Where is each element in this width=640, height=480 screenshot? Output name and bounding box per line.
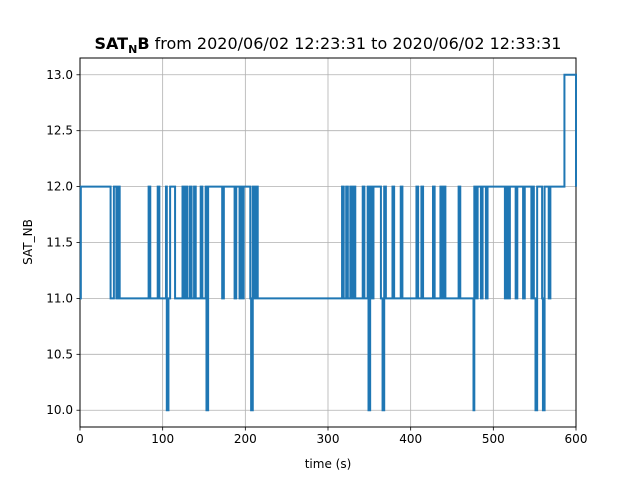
x-axis-label: time (s) <box>305 457 352 471</box>
x-tick-label: 400 <box>399 432 422 446</box>
y-tick-label: 11.0 <box>46 291 73 305</box>
x-tick-label: 200 <box>234 432 257 446</box>
x-tick-label: 600 <box>565 432 588 446</box>
y-tick-label: 10.5 <box>46 347 73 361</box>
x-tick-label: 300 <box>317 432 340 446</box>
y-tick-label: 12.5 <box>46 124 73 138</box>
y-tick-label: 11.5 <box>46 236 73 250</box>
x-tick-label: 100 <box>151 432 174 446</box>
series-line <box>79 73 577 412</box>
x-tick-label: 500 <box>482 432 505 446</box>
x-tick-label: 0 <box>76 432 84 446</box>
y-tick-label: 10.0 <box>46 403 73 417</box>
y-tick-label: 13.0 <box>46 68 73 82</box>
y-axis-label: SAT_NB <box>21 219 35 265</box>
chart-title: SATNB from 2020/06/02 12:23:31 to 2020/0… <box>95 34 562 56</box>
ticks: 0 100 200 300 400 500 600 10.0 10.5 11.0 11.5 12.0 1… <box>46 68 587 446</box>
y-tick-label: 12.0 <box>46 180 73 194</box>
